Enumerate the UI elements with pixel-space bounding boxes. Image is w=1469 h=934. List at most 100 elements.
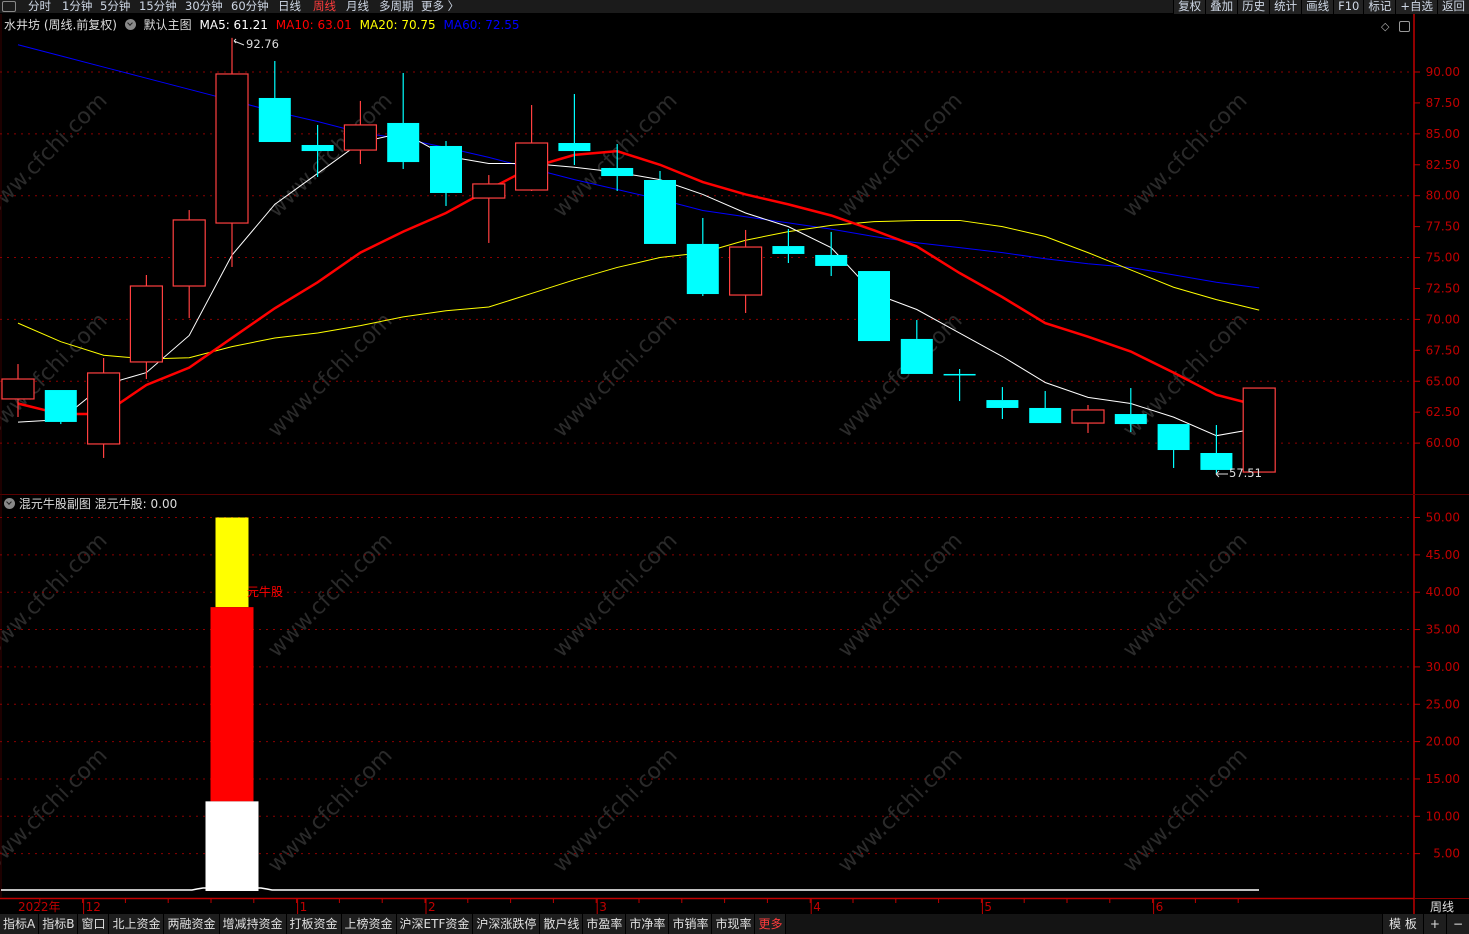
candle: [815, 231, 848, 276]
candle-body: [1242, 387, 1276, 473]
ma5-line: [17, 132, 1260, 437]
indicator-button-7[interactable]: 上榜资金: [341, 914, 397, 934]
indicator-button-8[interactable]: 沪深ETF资金: [396, 914, 474, 934]
candle-body: [1, 378, 35, 400]
watermark: www.cfchi.com: [548, 743, 682, 877]
watermark: www.cfchi.com: [833, 88, 967, 222]
tab-10[interactable]: 更多 〉: [421, 0, 460, 13]
candle: [86, 357, 121, 458]
toolbar-button-1[interactable]: 叠加: [1205, 0, 1238, 14]
red-bar: [210, 607, 254, 802]
tab-6[interactable]: 日线: [278, 0, 301, 13]
candle-body: [86, 372, 121, 445]
tab-1[interactable]: 1分钟: [62, 0, 93, 13]
toolbar-button-8[interactable]: 返回: [1437, 0, 1469, 14]
watermark: www.cfchi.com: [263, 743, 397, 877]
indicator-button-14[interactable]: 市现率: [712, 914, 756, 934]
toolbar-button-7[interactable]: +自选: [1395, 0, 1437, 14]
candle-body: [301, 144, 334, 152]
candle: [343, 100, 377, 165]
tab-3[interactable]: 15分钟: [139, 0, 177, 13]
sub-tick-label: 20.00: [1426, 735, 1460, 749]
toolbar-button-2[interactable]: 历史: [1237, 0, 1270, 14]
panel-toggle-icon[interactable]: [1399, 21, 1410, 32]
candle: [558, 94, 591, 166]
indicator-button-2[interactable]: 窗口: [78, 914, 110, 934]
candle-body: [387, 122, 420, 163]
indicator-button-11[interactable]: 市盈率: [583, 914, 627, 934]
watermark: www.cfchi.com: [0, 88, 113, 222]
sub-chart-value: 混元牛股: 0.00: [94, 497, 178, 511]
sub-chart-legend: 混元牛股副图 混元牛股: 0.00: [4, 496, 177, 512]
indicator-button-10[interactable]: 散户线: [540, 914, 584, 934]
candle-body: [1200, 452, 1233, 470]
menu-icon[interactable]: [2, 1, 16, 12]
sub-chart-title: 混元牛股副图: [18, 497, 91, 511]
tab-2[interactable]: 5分钟: [100, 0, 131, 13]
sub-tick-label: 25.00: [1426, 697, 1460, 711]
tab-7[interactable]: 周线: [313, 0, 336, 13]
watermark: www.cfchi.com: [1118, 528, 1252, 662]
zoom-in-button[interactable]: +: [1422, 914, 1446, 934]
tab-0[interactable]: 分时: [28, 0, 51, 13]
candle: [772, 228, 805, 263]
candle: [215, 37, 249, 267]
sub-tick-label: 40.00: [1426, 585, 1460, 599]
tab-8[interactable]: 月线: [346, 0, 369, 13]
candle: [900, 320, 933, 374]
candle: [1029, 391, 1062, 424]
toolbar-button-5[interactable]: F10: [1333, 0, 1364, 14]
candle-body: [1157, 424, 1190, 451]
watermark: www.cfchi.com: [833, 528, 967, 662]
candle: [1, 364, 35, 417]
indicator-button-0[interactable]: 指标A: [0, 914, 40, 934]
watermark: www.cfchi.com: [548, 528, 682, 662]
price-tick-label: 75.00: [1426, 251, 1460, 265]
candle: [258, 60, 291, 143]
sub-tick-label: 35.00: [1426, 623, 1460, 637]
candle: [1071, 405, 1105, 433]
candle-body: [258, 97, 291, 143]
white-bar: [205, 801, 259, 891]
indicator-button-1[interactable]: 指标B: [39, 914, 79, 934]
period-label: 周线: [1414, 898, 1469, 914]
date-label: 5: [984, 900, 992, 914]
kline-chart[interactable]: www.cfchi.com www.cfchi.com www.cfchi.com w…: [0, 0, 1469, 914]
indicator-button-5[interactable]: 增减持资金: [219, 914, 287, 934]
indicator-button-13[interactable]: 市销率: [669, 914, 713, 934]
ma60-label: MA60: 72.55: [443, 18, 520, 32]
zoom-out-button[interactable]: −: [1445, 914, 1469, 934]
toolbar-button-6[interactable]: 标记: [1363, 0, 1396, 14]
diamond-icon[interactable]: ◇: [1381, 20, 1390, 33]
tab-9[interactable]: 多周期: [379, 0, 414, 13]
date-label: 3: [599, 900, 607, 914]
toolbar-button-0[interactable]: 复权: [1173, 0, 1206, 14]
candle: [472, 175, 506, 243]
chevron-down-icon[interactable]: [4, 498, 15, 509]
indicator-button-3[interactable]: 北上资金: [109, 914, 165, 934]
price-tick-label: 60.00: [1426, 436, 1460, 450]
indicator-button-12[interactable]: 市净率: [626, 914, 670, 934]
tab-4[interactable]: 30分钟: [185, 0, 223, 13]
sub-tick-label: 10.00: [1426, 809, 1460, 823]
template-name[interactable]: 默认主图: [143, 18, 192, 32]
watermark: www.cfchi.com: [1118, 88, 1252, 222]
tab-5[interactable]: 60分钟: [231, 0, 269, 13]
indicator-button-6[interactable]: 打板资金: [286, 914, 342, 934]
toolbar-button-3[interactable]: 统计: [1269, 0, 1302, 14]
sub-tick-label: 30.00: [1426, 660, 1460, 674]
ma20-label: MA20: 70.75: [359, 18, 436, 32]
chevron-down-icon[interactable]: [124, 19, 136, 30]
watermark: www.cfchi.com: [0, 528, 113, 662]
sub-tick-label: 45.00: [1426, 548, 1460, 562]
indicator-button-4[interactable]: 两融资金: [164, 914, 220, 934]
ma5-label: MA5: 61.21: [199, 18, 268, 32]
indicator-button-9[interactable]: 沪深涨跌停: [473, 914, 541, 934]
period-toolbar: 分时 1分钟 5分钟 15分钟 30分钟 60分钟 日线 周线 月线 多周期 更多 〉 复权 叠加 历史…: [0, 0, 1469, 14]
template-button[interactable]: 模 板: [1382, 914, 1423, 934]
candle: [129, 274, 163, 380]
toolbar-button-4[interactable]: 画线: [1301, 0, 1334, 14]
indicator-button-15[interactable]: 更多: [755, 914, 787, 934]
candle: [44, 390, 77, 425]
date-label: 12: [86, 900, 101, 914]
